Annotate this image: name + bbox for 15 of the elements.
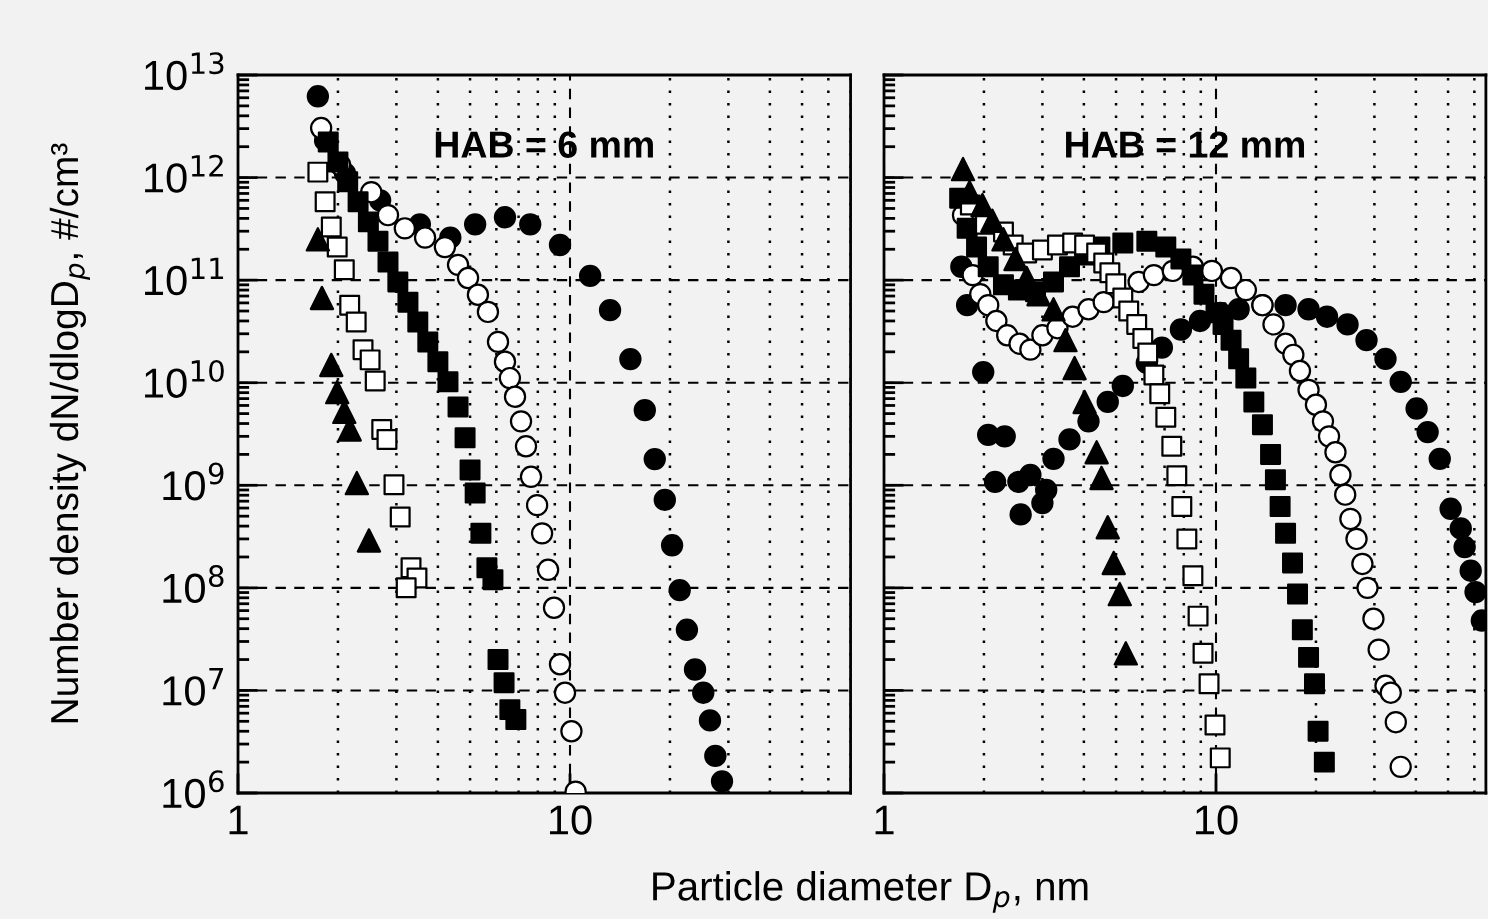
y-tick-label: 10$^{13}$ <box>145 52 224 91</box>
x-tick-label: 1 <box>229 805 248 835</box>
y-tick-label: 10$^{7}$ <box>163 668 224 706</box>
y-axis-title: Number density dN/dlogD$_{p}$, #/cm³ <box>49 143 90 723</box>
text: HAB = 6 mm <box>435 131 653 158</box>
x-tick-label: 10 <box>550 805 592 835</box>
y-tick-label: 10$^{11}$ <box>145 257 224 296</box>
y-tick-label: 10$^{8}$ <box>163 565 224 604</box>
y-tick-label: 10$^{10}$ <box>145 359 224 398</box>
x-tick-label: 10 <box>1196 805 1238 835</box>
y-tick-label: 10$^{9}$ <box>163 462 224 501</box>
x-axis-title: Particle diameter D$_{p}$, nm <box>653 871 1088 913</box>
y-tick-label: 10$^{12}$ <box>145 154 223 193</box>
y-tick-label: 10$^{6}$ <box>163 770 224 809</box>
x-tick-label: 1 <box>875 805 894 835</box>
